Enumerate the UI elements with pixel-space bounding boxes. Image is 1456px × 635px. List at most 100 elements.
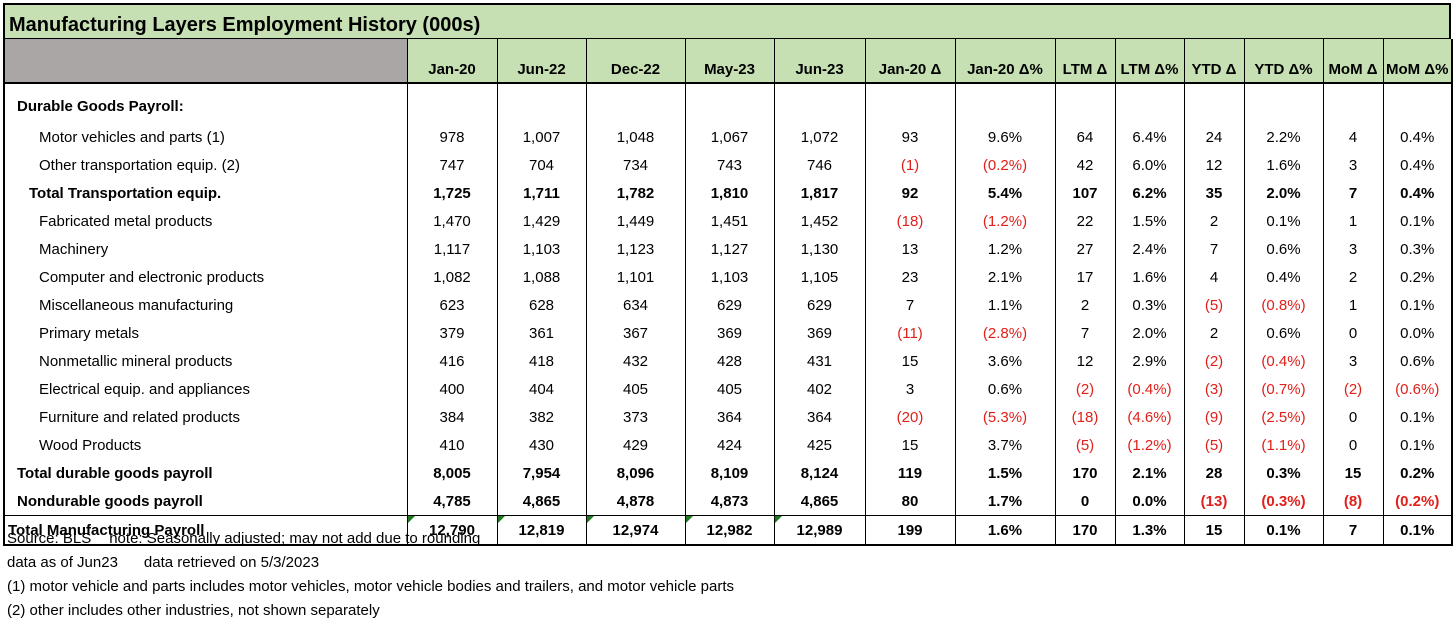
table-cell: 1,817 xyxy=(773,179,865,207)
cell-value: (1) xyxy=(900,156,920,174)
table-cell: 1,782 xyxy=(585,179,685,207)
table-cell: 1,067 xyxy=(684,123,774,151)
cell-value: 1,007 xyxy=(522,128,561,146)
cell-value: 6.0% xyxy=(1132,156,1167,174)
table-cell: 1,072 xyxy=(773,123,865,151)
table-cell: 425 xyxy=(773,431,865,459)
cell-value: (0.3%) xyxy=(1261,492,1306,510)
table-cell xyxy=(585,83,685,123)
table-cell xyxy=(1114,83,1184,123)
table-cell: 0.1% xyxy=(1382,291,1453,319)
cell-value: 367 xyxy=(622,324,649,342)
table-cell: 369 xyxy=(773,319,865,347)
table-cell: 0.4% xyxy=(1382,123,1453,151)
table-cell: 170 xyxy=(1054,459,1115,487)
cell-value: 410 xyxy=(439,436,465,454)
source-note: Source: BLS xyxy=(7,530,92,547)
cell-value: (5) xyxy=(1204,436,1224,454)
table-cell: (2.5%) xyxy=(1243,403,1323,431)
table-cell: 1,123 xyxy=(585,235,685,263)
cell-value: 6.4% xyxy=(1132,128,1167,146)
table-cell: (0.2%) xyxy=(954,151,1055,179)
cell-value: 1,082 xyxy=(433,268,471,286)
cell-value: (2) xyxy=(1075,380,1095,398)
table-cell: 1,470 xyxy=(406,207,497,235)
table-cell: 199 xyxy=(864,515,955,546)
cell-value: 0.3% xyxy=(1132,296,1167,314)
cell-value: 1.5% xyxy=(987,464,1023,482)
table-cell: (3) xyxy=(1183,375,1244,403)
table-cell: 379 xyxy=(406,319,497,347)
table-cell: 1,711 xyxy=(496,179,586,207)
cell-value: 1,725 xyxy=(433,184,471,202)
table-cell: 8,109 xyxy=(684,459,774,487)
table-cell: 1,103 xyxy=(496,235,586,263)
cell-value: 3 xyxy=(1348,240,1358,258)
cell-value: (0.8%) xyxy=(1261,296,1306,314)
table-cell: 1,127 xyxy=(684,235,774,263)
employment-table: Jan-20 Jun-22 Dec-22 May-23 Jun-23 Jan-20 Δ Ja… xyxy=(3,39,1453,546)
cell-value: 12,819 xyxy=(518,521,565,539)
table-cell: 0.2% xyxy=(1382,263,1453,291)
table-cell: (0.8%) xyxy=(1243,291,1323,319)
cell-value: 373 xyxy=(622,408,649,426)
cell-value: 0.4% xyxy=(1400,156,1435,174)
cell-value: 384 xyxy=(439,408,465,426)
cell-value: (5.3%) xyxy=(982,408,1028,426)
row-label: Durable Goods Payroll: xyxy=(3,83,407,123)
table-cell: 4 xyxy=(1322,123,1383,151)
table-cell: (5) xyxy=(1183,291,1244,319)
cell-value: 27 xyxy=(1076,240,1094,258)
table-cell xyxy=(864,83,955,123)
table-cell: 704 xyxy=(496,151,586,179)
cell-value: 3.6% xyxy=(987,352,1023,370)
cell-value: 1.7% xyxy=(987,492,1023,510)
cell-value: 1.3% xyxy=(1132,521,1167,539)
cell-value: 1.6% xyxy=(987,521,1023,539)
table-cell xyxy=(1243,83,1323,123)
table-cell: 2 xyxy=(1183,319,1244,347)
cell-value: 42 xyxy=(1076,156,1094,174)
table-cell: 1.3% xyxy=(1114,515,1184,546)
table-cell: (0.4%) xyxy=(1114,375,1184,403)
table-cell xyxy=(954,83,1055,123)
table-cell: (1) xyxy=(864,151,955,179)
table-row: Primary metals 379 361 367 369 369 (11) (2.8%) 7… xyxy=(3,319,1453,347)
cell-value: 2 xyxy=(1209,324,1219,342)
cell-value: 418 xyxy=(528,352,555,370)
table-cell: 3 xyxy=(1322,151,1383,179)
column-header: MoM Δ xyxy=(1322,39,1383,84)
row-label: Fabricated metal products xyxy=(3,207,407,235)
cell-value: 107 xyxy=(1072,184,1098,202)
table-cell: (2.8%) xyxy=(954,319,1055,347)
cell-value: 978 xyxy=(439,128,465,146)
cell-value: 734 xyxy=(622,156,649,174)
cell-value: 0.1% xyxy=(1400,436,1435,454)
cell-value: 0.4% xyxy=(1400,128,1435,146)
table-cell: (20) xyxy=(864,403,955,431)
row-label: Electrical equip. and appliances xyxy=(3,375,407,403)
cell-value: 746 xyxy=(806,156,833,174)
table-cell xyxy=(406,83,497,123)
table-cell: 8,124 xyxy=(773,459,865,487)
table-cell: 405 xyxy=(585,375,685,403)
cell-value: 8,109 xyxy=(710,464,749,482)
cell-value: 2.2% xyxy=(1266,128,1301,146)
cell-value: 2.1% xyxy=(987,268,1023,286)
cell-value: 3.7% xyxy=(987,436,1023,454)
source-line: Source: BLS note: Seasonally adjusted; ma… xyxy=(7,527,734,551)
row-label: Nondurable goods payroll xyxy=(3,487,407,516)
cell-value: 12,982 xyxy=(706,521,753,539)
cell-value: (0.4%) xyxy=(1127,380,1172,398)
cell-value: 3 xyxy=(1348,156,1358,174)
cell-value: 0.6% xyxy=(1400,352,1435,370)
table-cell: 0 xyxy=(1054,487,1115,516)
cell-value: 0.0% xyxy=(1400,324,1435,342)
comment-indicator-icon xyxy=(686,516,693,523)
cell-value: 0.1% xyxy=(1400,296,1435,314)
table-cell: 3.7% xyxy=(954,431,1055,459)
cell-value: 431 xyxy=(806,352,833,370)
table-cell: 8,005 xyxy=(406,459,497,487)
table-cell: 0.4% xyxy=(1382,179,1453,207)
table-cell: 0.0% xyxy=(1382,319,1453,347)
